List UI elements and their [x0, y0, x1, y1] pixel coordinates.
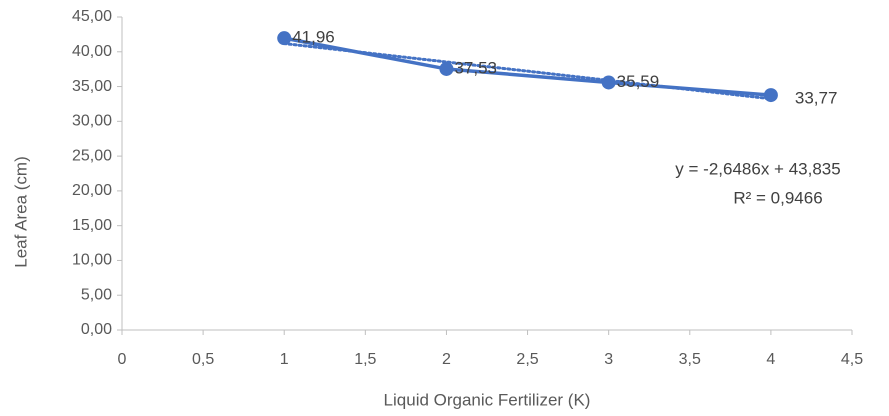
- trendline-r-squared: R² = 0,9466: [733, 188, 822, 207]
- y-tick-label: 40,00: [72, 43, 112, 60]
- y-axis-title: Leaf Area (cm): [11, 156, 30, 268]
- y-tick-label: 45,00: [72, 8, 112, 25]
- y-tick-label: 10,00: [72, 252, 112, 269]
- data-label: 41,96: [292, 28, 335, 47]
- series-line: [283, 36, 772, 97]
- y-tick-label: 20,00: [72, 182, 112, 199]
- data-point: [277, 31, 292, 46]
- y-tick-label: 0,00: [81, 321, 112, 338]
- data-label: 37,53: [454, 58, 497, 77]
- x-tick-label: 3: [604, 351, 613, 368]
- data-label: 35,59: [617, 72, 660, 91]
- y-tick-label: 25,00: [72, 147, 112, 164]
- y-tick-label: 5,00: [81, 286, 112, 303]
- x-tick-label: 2: [442, 351, 451, 368]
- data-point: [763, 88, 778, 103]
- trendline-equation: y = -2,6486x + 43,835: [675, 159, 840, 178]
- data-point: [601, 75, 616, 90]
- y-tick-label: 35,00: [72, 78, 112, 95]
- x-tick-label: 4: [766, 351, 775, 368]
- x-tick-label: 1: [280, 351, 289, 368]
- x-tick-label: 0: [118, 351, 127, 368]
- y-tick-label: 15,00: [72, 217, 112, 234]
- data-label: 33,77: [795, 89, 838, 108]
- y-tick-label: 30,00: [72, 113, 112, 130]
- data-point: [439, 61, 454, 76]
- x-tick-label: 0,5: [192, 351, 214, 368]
- x-tick-label: 1,5: [354, 351, 376, 368]
- x-tick-label: 2,5: [516, 351, 538, 368]
- x-axis-title: Liquid Organic Fertilizer (K): [384, 390, 591, 409]
- x-tick-label: 4,5: [841, 351, 863, 368]
- x-tick-label: 3,5: [679, 351, 701, 368]
